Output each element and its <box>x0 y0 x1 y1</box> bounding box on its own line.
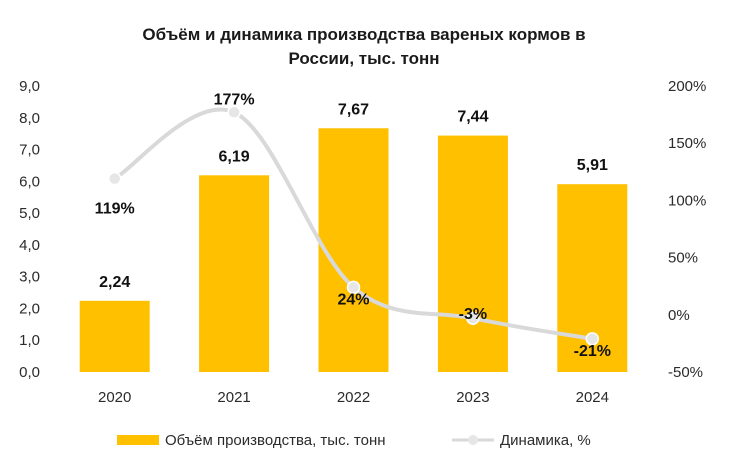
category-label: 2023 <box>456 389 489 406</box>
legend-bar-swatch <box>117 435 159 445</box>
bar <box>437 135 508 372</box>
bar-value-label: 5,91 <box>577 157 608 174</box>
line-point <box>346 280 361 295</box>
data-labels: 2,24 6,19 7,67 7,44 5,91 119% 177% 24% -3% -21% <box>95 91 611 360</box>
category-label: 2020 <box>98 389 131 406</box>
right-tick-label: 200% <box>668 78 706 95</box>
category-label: 2021 <box>217 389 250 406</box>
right-tick-label: 0% <box>668 307 690 324</box>
bar-value-label: 2,24 <box>99 274 130 291</box>
left-tick-label: 8,0 <box>19 110 40 127</box>
right-tick-label: 50% <box>668 250 698 267</box>
line-value-label: 24% <box>337 291 369 308</box>
category-axis: 2020 2021 2022 2023 2024 <box>98 389 609 406</box>
left-tick-label: 0,0 <box>19 364 40 381</box>
line-path <box>112 107 595 341</box>
legend-line-label: Динамика, % <box>500 432 591 449</box>
category-label: 2022 <box>337 389 370 406</box>
left-tick-label: 9,0 <box>19 78 40 95</box>
line-series <box>107 105 600 346</box>
line-value-label: -21% <box>574 343 611 360</box>
line-point <box>227 105 241 120</box>
legend: Объём производства, тыс. тонн Динамика, % <box>117 432 591 449</box>
line-value-label: 119% <box>95 201 135 218</box>
left-tick-label: 2,0 <box>19 300 40 317</box>
bar <box>79 300 150 372</box>
legend-line-marker <box>468 435 478 445</box>
left-tick-label: 4,0 <box>19 237 40 254</box>
right-axis: -50% 0% 50% 100% 150% 200% <box>668 78 706 381</box>
legend-bar-label: Объём производства, тыс. тонн <box>165 432 386 449</box>
bar <box>199 175 270 372</box>
bar-value-label: 7,44 <box>457 109 488 126</box>
left-axis: 0,0 1,0 2,0 3,0 4,0 5,0 6,0 7,0 8,0 9,0 <box>19 78 40 381</box>
line-value-label: -3% <box>459 306 487 323</box>
line-point <box>585 332 600 346</box>
chart-title-line-2: России, тыс. тонн <box>288 49 439 68</box>
left-tick-label: 6,0 <box>19 173 40 190</box>
bar-series <box>79 128 628 372</box>
right-tick-label: 100% <box>668 192 706 209</box>
right-tick-label: 150% <box>668 135 706 152</box>
line-point <box>466 311 480 325</box>
right-tick-label: -50% <box>668 364 703 381</box>
left-tick-label: 1,0 <box>19 332 40 349</box>
line-point <box>107 171 122 186</box>
line-value-label: 177% <box>214 91 255 108</box>
bar-value-label: 6,19 <box>219 148 250 165</box>
left-tick-label: 3,0 <box>19 269 40 286</box>
chart-title-line-1: Объём и динамика производства вареных ко… <box>142 25 585 44</box>
left-tick-label: 5,0 <box>19 205 40 222</box>
category-label: 2024 <box>576 389 609 406</box>
bar <box>318 128 389 372</box>
bar-value-label: 7,67 <box>338 101 369 118</box>
left-tick-label: 7,0 <box>19 142 40 159</box>
